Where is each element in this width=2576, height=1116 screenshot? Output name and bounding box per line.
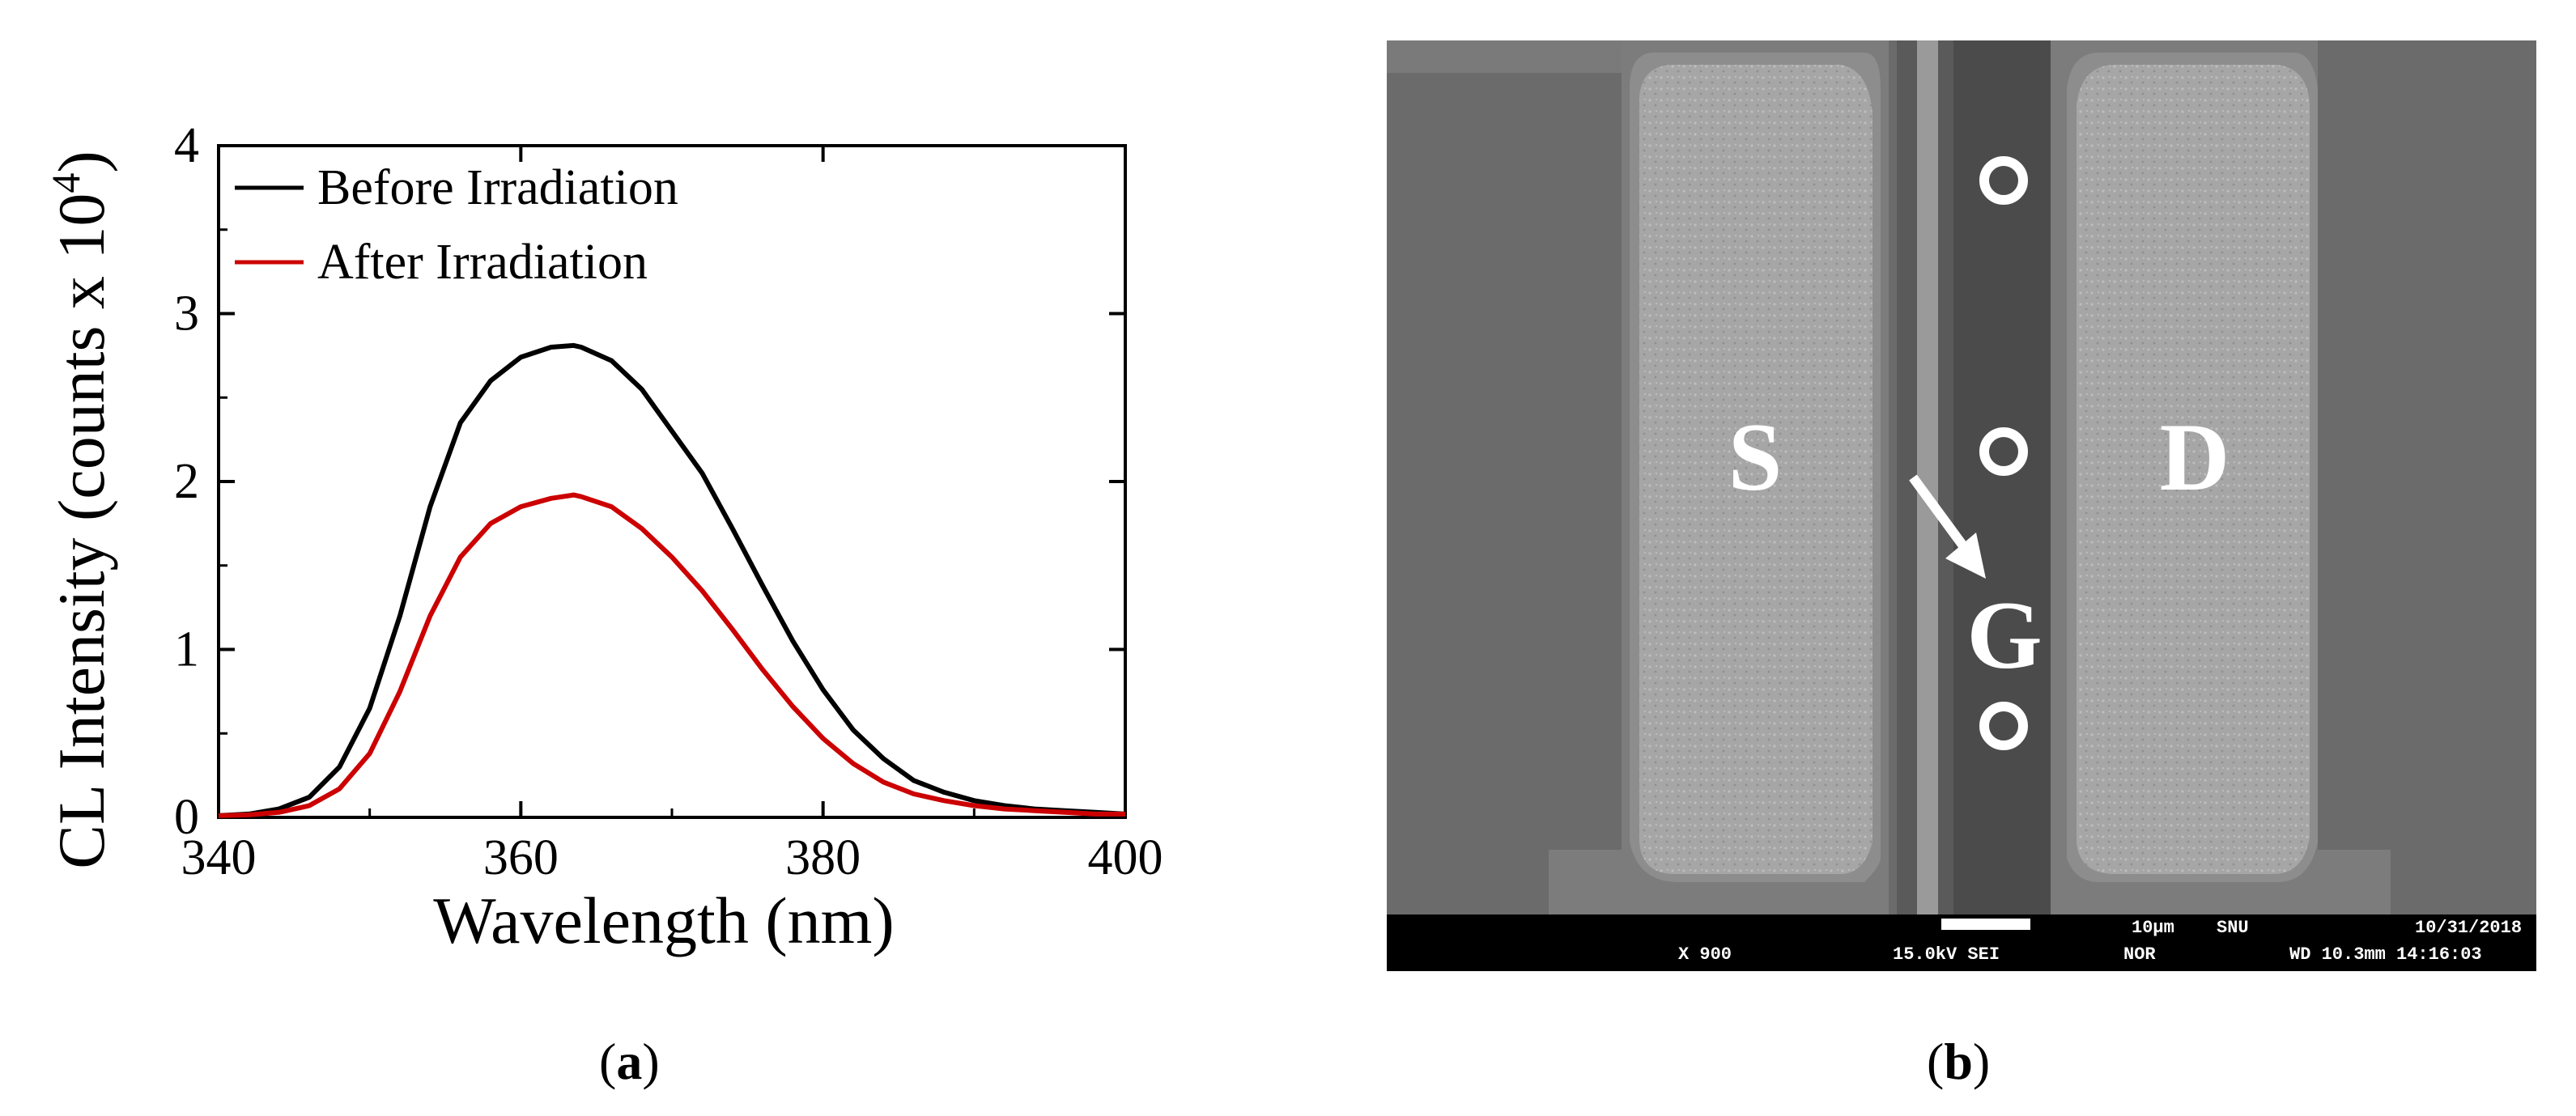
x-tick-label: 380 — [785, 830, 861, 885]
magnification-text: X 900 — [1678, 944, 1732, 965]
series-line-after — [218, 492, 1125, 818]
institution-text: SNU — [2217, 918, 2249, 938]
legend-label: After Irradiation — [317, 235, 648, 290]
legend: Before Irradiation After Irradiation — [235, 160, 678, 290]
gate-channel — [1953, 40, 2051, 914]
panel-label-b-letter: b — [1944, 1033, 1973, 1090]
voltage-text: 15.0kV SEI — [1893, 944, 2000, 965]
x-tick-label: 360 — [483, 830, 559, 885]
measurement-point-2 — [1979, 427, 2028, 476]
axis-ticks: 340 360 380 400 0 1 2 3 4 — [174, 118, 1163, 885]
source-label: S — [1728, 403, 1783, 511]
panel-label-a: (a) — [599, 1033, 660, 1090]
panel-label-a-letter: a — [616, 1033, 643, 1090]
gate-label: G — [1966, 581, 2042, 689]
x-axis-label: Wavelength (nm) — [433, 884, 894, 957]
y-axis-label: CL Intensity (counts x 104) — [43, 151, 118, 868]
y-tick-label: 2 — [174, 454, 199, 509]
scale-text: 10µm — [2132, 918, 2174, 938]
drain-label: D — [2160, 403, 2230, 511]
measurement-point-1 — [1979, 156, 2028, 205]
working-distance-text: WD 10.3mm 14:16:03 — [2289, 944, 2482, 965]
measurement-point-3 — [1979, 702, 2028, 750]
sem-image: S D G 10µm SNU 10/31/2018 X 900 15.0kV S… — [1387, 40, 2536, 971]
sem-micrograph: S D G 10µm SNU 10/31/2018 X 900 15.0kV S… — [1387, 40, 2536, 971]
series-line-before — [218, 342, 1126, 818]
drain-pad — [2077, 65, 2310, 874]
source-pad — [1639, 65, 1872, 874]
arrow-head — [1945, 533, 1986, 579]
mode-text: NOR — [2123, 944, 2156, 965]
substrate-top-band — [1387, 40, 1630, 73]
x-tick-label: 340 — [181, 830, 257, 885]
cl-spectrum-chart: 340 360 380 400 0 1 2 3 4 Before Irradiation Afte… — [43, 118, 1163, 957]
x-tick-label: 400 — [1088, 830, 1163, 885]
arrow-shaft — [1909, 474, 1970, 554]
legend-label: Before Irradiation — [317, 160, 678, 215]
y-tick-label: 1 — [174, 622, 199, 677]
y-axis-label-exponent: 4 — [43, 173, 88, 193]
y-axis-label-close: ) — [45, 151, 118, 172]
y-tick-label: 0 — [174, 790, 199, 845]
scale-bar — [1941, 919, 2030, 930]
gate-line — [1917, 40, 1938, 914]
panel-label-b: (b) — [1927, 1033, 1991, 1090]
y-axis-label-text: CL Intensity (counts x 10 — [45, 193, 118, 869]
series-lines — [218, 342, 1126, 818]
date-text: 10/31/2018 — [2415, 918, 2522, 938]
y-tick-label: 3 — [174, 286, 199, 342]
y-tick-label: 4 — [174, 118, 199, 173]
